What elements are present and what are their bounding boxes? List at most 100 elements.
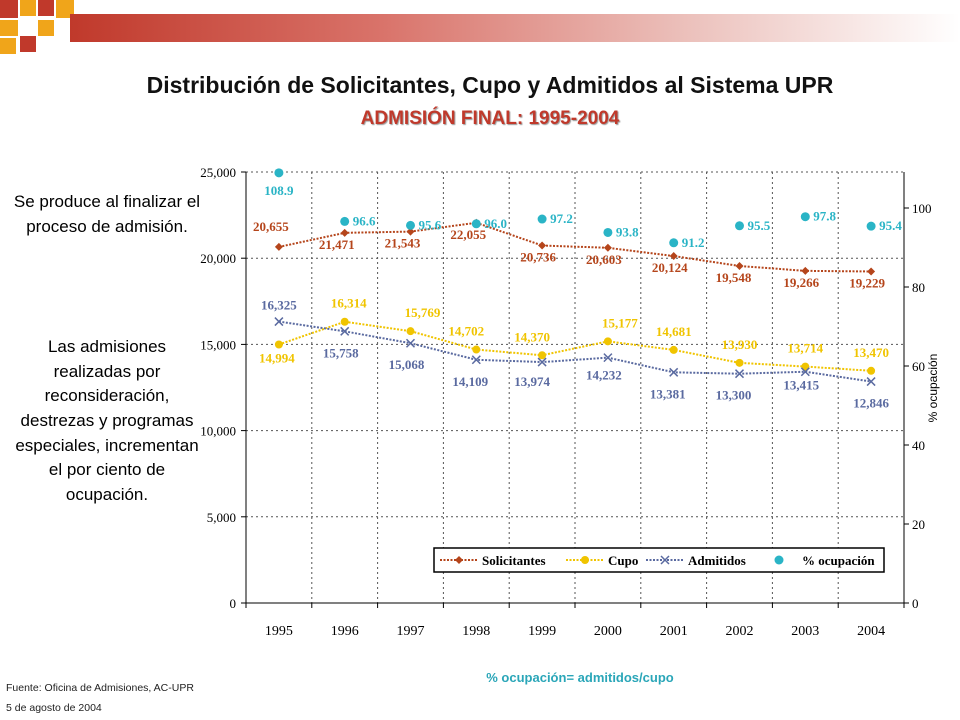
side-note-admissions: Las admisiones realizadas por reconsider…: [15, 337, 199, 504]
data-label-solicitantes: 22,055: [450, 227, 486, 242]
point-x-stroke: [603, 353, 613, 363]
data-label-cupo: 14,681: [656, 324, 692, 339]
chart-data-labels: 20,655 21,471 21,543 22,055 20,736 20,603 20,1…: [253, 183, 902, 411]
point-admitidos: [866, 377, 876, 387]
point-solicitantes: [603, 243, 612, 252]
data-label-cupo: 15,769: [405, 305, 441, 320]
data-label-cupo: 15,177: [602, 315, 638, 330]
point-ocupacion: [735, 221, 744, 231]
x-tick-label: 1996: [331, 624, 359, 639]
data-label-admitidos: 15,068: [389, 357, 425, 372]
data-label-solicitantes: 19,548: [716, 270, 752, 285]
data-label-cupo: 14,370: [514, 329, 550, 344]
point-cupo: [472, 345, 481, 354]
point-ocupacion: [340, 216, 350, 226]
y-left-tick-label: 25,000: [200, 165, 236, 180]
logo-square-6: [38, 20, 54, 36]
y-left-tick-label: 15,000: [200, 337, 236, 352]
point-x-stroke: [866, 377, 876, 387]
legend-item-cupo: Cupo: [566, 553, 638, 568]
data-label-solicitantes: 20,603: [586, 252, 622, 267]
point-cupo: [603, 337, 612, 346]
logo-square-8: [0, 38, 16, 54]
y-left-tick-label: 0: [230, 596, 237, 611]
y-left-tick-label: 20,000: [200, 251, 236, 266]
data-label-cupo: 13,714: [787, 341, 823, 356]
data-label-solicitantes: 20,736: [520, 250, 556, 265]
point-x-stroke: [537, 357, 547, 367]
point-admitidos: [471, 355, 481, 365]
data-label-ocupacion: 95.5: [748, 218, 771, 233]
point-admitidos: [537, 357, 547, 367]
point-cupo: [274, 340, 283, 349]
data-label-solicitantes: 19,266: [783, 275, 819, 290]
y-right-tick-label: 20: [912, 517, 925, 532]
point-solicitantes: [669, 252, 678, 261]
point-ocupacion: [406, 220, 415, 230]
legend-label: Cupo: [608, 553, 638, 568]
x-tick-label: 2001: [660, 624, 688, 639]
series-line-cupo: [278, 320, 872, 372]
footer-date: 5 de agosto de 2004: [6, 702, 102, 714]
y-left-tick-label: 10,000: [200, 424, 236, 439]
legend-label: Solicitantes: [482, 553, 546, 568]
data-label-admitidos: 12,846: [853, 396, 889, 411]
point-ocupacion: [274, 168, 284, 178]
data-label-ocupacion: 96.0: [484, 216, 507, 231]
formula-note: % ocupación= admitidos/cupo: [486, 670, 674, 685]
series-line-solicitantes: [278, 221, 872, 273]
x-tick-label: 1999: [528, 624, 556, 639]
point-admitidos: [603, 353, 613, 363]
y-left-tick-label: 5,000: [207, 510, 236, 525]
point-ocupacion: [603, 227, 613, 237]
point-solicitantes: [801, 266, 810, 275]
legend-marker: [455, 556, 463, 564]
chart-series: [274, 168, 876, 387]
data-label-admitidos: 13,415: [783, 378, 819, 393]
data-label-admitidos: 13,300: [716, 388, 752, 403]
data-label-admitidos: 14,232: [586, 368, 622, 383]
page-title: Distribución de Solicitantes, Cupo y Adm…: [146, 72, 834, 98]
data-label-ocupacion: 97.8: [813, 209, 836, 224]
data-label-ocupacion: 95.4: [879, 218, 902, 233]
logo-square-3: [38, 0, 54, 16]
point-ocupacion: [800, 212, 810, 222]
page-subtitle: ADMISIÓN FINAL: 1995-2004: [360, 108, 620, 129]
point-admitidos: [669, 367, 679, 377]
data-label-cupo: 13,930: [722, 337, 758, 352]
point-admitidos: [800, 367, 810, 377]
point-cupo: [867, 366, 876, 375]
legend-box: [433, 547, 885, 573]
legend-marker: [581, 556, 589, 564]
y-right-tick-label: 40: [912, 438, 925, 453]
point-solicitantes: [340, 228, 349, 237]
logo-square-7: [20, 36, 36, 52]
point-solicitantes: [406, 227, 415, 236]
series-line-admitidos: [278, 320, 872, 383]
x-tick-label: 2002: [726, 624, 754, 639]
point-cupo: [340, 317, 349, 326]
data-label-solicitantes: 21,543: [385, 236, 421, 251]
y-right-tick-label: 0: [912, 596, 919, 611]
legend-item-solicitantes: Solicitantes: [440, 553, 546, 568]
data-label-admitidos: 14,109: [452, 374, 488, 389]
data-label-solicitantes: 20,124: [652, 260, 688, 275]
point-ocupacion: [537, 214, 547, 224]
point-x-stroke: [471, 355, 481, 365]
data-label-cupo: 16,314: [331, 296, 367, 311]
side-note-process: Se produce al finalizar el proceso de ad…: [13, 192, 201, 236]
legend-label: % ocupación: [802, 553, 875, 568]
point-cupo: [801, 362, 810, 371]
logo-square-4: [56, 0, 74, 18]
chart-legend: Solicitantes Cupo Admitidos % ocupación: [433, 547, 885, 573]
point-cupo: [406, 327, 415, 336]
point-solicitantes: [538, 241, 547, 250]
y-right-tick-label: 60: [912, 359, 925, 374]
point-admitidos: [340, 326, 350, 336]
legend-item-admitidos: Admitidos: [646, 553, 746, 568]
point-solicitantes: [867, 267, 876, 276]
legend-marker: [660, 555, 670, 565]
logo-square-1: [0, 0, 18, 18]
point-x-stroke: [405, 338, 416, 348]
data-label-admitidos: 13,974: [514, 374, 550, 389]
